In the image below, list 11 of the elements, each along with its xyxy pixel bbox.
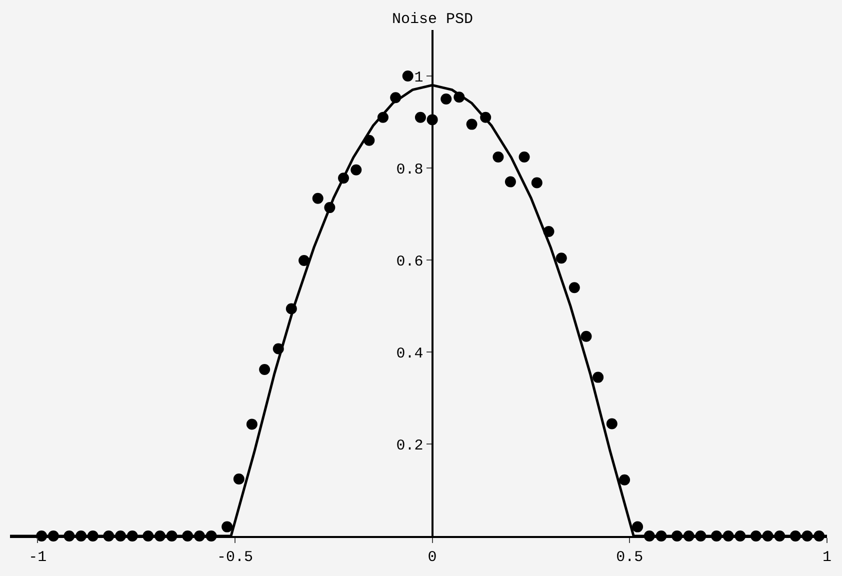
y-axis-title: Noise PSD [392, 11, 474, 28]
x-tick-label: -0.5 [216, 549, 253, 566]
x-tick-label: 0.5 [616, 549, 644, 566]
y-tick-label: 1 [414, 69, 424, 86]
y-tick-label: 0.2 [396, 437, 424, 454]
y-tick-label: 0.8 [396, 161, 424, 178]
x-tick-label: 0 [428, 549, 437, 566]
y-tick-label: 0.6 [396, 253, 424, 270]
y-tick-label: 0.4 [396, 345, 424, 362]
x-tick-label: -1 [28, 549, 47, 566]
x-tick-label: 1 [822, 549, 832, 566]
